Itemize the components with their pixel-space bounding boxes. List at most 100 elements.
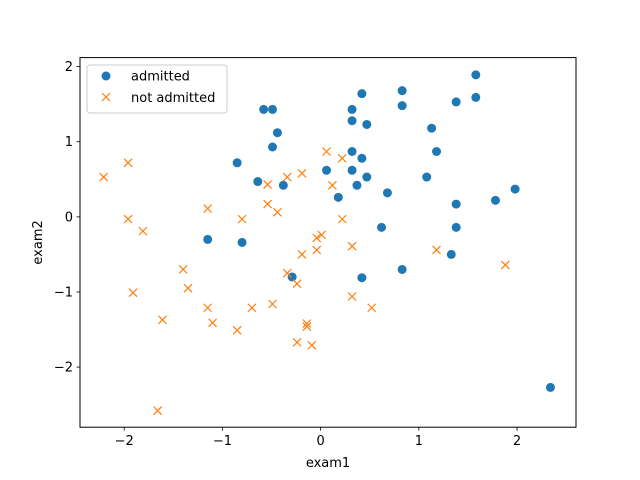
point-not-admitted	[123, 214, 133, 224]
point-not-admitted	[307, 340, 317, 350]
point-admitted	[237, 237, 247, 247]
series-not-admitted	[99, 147, 510, 416]
point-admitted	[451, 199, 461, 209]
point-not-admitted	[302, 322, 312, 331]
point-not-admitted	[322, 147, 331, 156]
legend-label-not-admitted: not admitted	[131, 91, 215, 106]
x-axis: −2 −1 0 1 2	[115, 427, 521, 449]
x-tick-label: −1	[213, 434, 232, 449]
point-not-admitted	[432, 245, 441, 255]
legend-marker	[101, 71, 111, 81]
point-admitted	[490, 195, 500, 205]
point-admitted	[446, 249, 456, 259]
point-not-admitted	[99, 172, 108, 182]
point-not-admitted	[282, 268, 292, 278]
legend: admitted not admitted	[86, 64, 228, 114]
point-admitted	[382, 188, 392, 198]
point-admitted	[347, 165, 357, 175]
point-admitted	[451, 97, 461, 107]
point-admitted	[357, 89, 367, 99]
point-not-admitted	[237, 214, 247, 224]
x-tick-label: 1	[415, 434, 423, 449]
point-not-admitted	[153, 406, 163, 416]
point-not-admitted	[138, 226, 148, 236]
point-not-admitted	[297, 249, 307, 259]
point-admitted	[397, 264, 407, 274]
point-not-admitted	[203, 303, 213, 313]
point-not-admitted	[272, 207, 282, 217]
point-admitted	[322, 165, 332, 175]
point-not-admitted	[500, 260, 510, 270]
point-admitted	[357, 273, 367, 283]
point-admitted	[362, 172, 372, 182]
point-admitted	[287, 272, 297, 282]
y-tick-label: 2	[65, 60, 73, 75]
point-not-admitted	[232, 325, 242, 335]
point-not-admitted	[302, 319, 312, 328]
point-not-admitted	[312, 245, 322, 255]
point-admitted	[268, 104, 278, 114]
point-admitted	[253, 177, 263, 187]
point-not-admitted	[327, 180, 337, 190]
point-admitted	[432, 147, 442, 157]
legend-label-admitted: admitted	[131, 70, 190, 85]
point-admitted	[422, 172, 432, 182]
point-admitted	[268, 142, 278, 152]
point-admitted	[362, 119, 372, 129]
legend-marker-not-admitted	[101, 92, 111, 102]
point-not-admitted	[297, 168, 307, 178]
point-admitted	[347, 104, 357, 114]
x-tick-label: −2	[115, 434, 134, 449]
y-axis: −2 −1 0 1 2	[54, 60, 80, 376]
point-admitted	[397, 86, 407, 96]
point-admitted	[278, 180, 288, 190]
point-not-admitted	[203, 204, 213, 214]
point-not-admitted	[268, 299, 277, 309]
point-admitted	[377, 222, 387, 232]
point-admitted	[347, 116, 357, 126]
point-not-admitted	[178, 265, 188, 274]
point-not-admitted	[347, 292, 357, 301]
point-not-admitted	[247, 303, 257, 313]
point-not-admitted	[183, 283, 193, 293]
point-admitted	[272, 128, 282, 138]
point-admitted	[471, 70, 481, 80]
point-not-admitted	[158, 315, 167, 325]
x-tick-label: 0	[316, 434, 324, 449]
y-tick-label: 0	[65, 210, 73, 225]
y-tick-label: 1	[65, 135, 73, 150]
y-tick-label: −2	[54, 361, 73, 376]
legend-box	[86, 64, 228, 114]
point-not-admitted	[367, 303, 377, 313]
point-admitted	[545, 382, 555, 392]
point-admitted	[397, 101, 407, 111]
x-axis-label: exam1	[306, 456, 350, 471]
point-not-admitted	[263, 199, 273, 209]
point-admitted	[203, 234, 213, 244]
point-not-admitted	[208, 318, 218, 328]
point-admitted	[259, 104, 269, 114]
point-not-admitted	[337, 214, 347, 224]
point-admitted	[427, 123, 437, 133]
x-tick-label: 2	[513, 434, 521, 449]
point-not-admitted	[317, 230, 327, 240]
point-admitted	[347, 147, 357, 157]
point-admitted	[352, 180, 362, 190]
legend-marker-admitted	[101, 71, 111, 81]
point-not-admitted	[337, 153, 347, 163]
point-admitted	[471, 92, 481, 102]
legend-marker	[101, 92, 111, 102]
point-admitted	[451, 222, 461, 232]
point-not-admitted	[347, 241, 357, 251]
y-tick-label: −1	[54, 285, 73, 300]
point-not-admitted	[292, 337, 302, 347]
y-axis-label: exam2	[31, 220, 46, 264]
point-admitted	[232, 158, 242, 168]
point-not-admitted	[312, 233, 322, 243]
point-not-admitted	[292, 279, 302, 289]
point-not-admitted	[128, 288, 138, 298]
series-admitted	[203, 70, 555, 392]
point-admitted	[333, 192, 343, 202]
point-not-admitted	[123, 158, 133, 168]
